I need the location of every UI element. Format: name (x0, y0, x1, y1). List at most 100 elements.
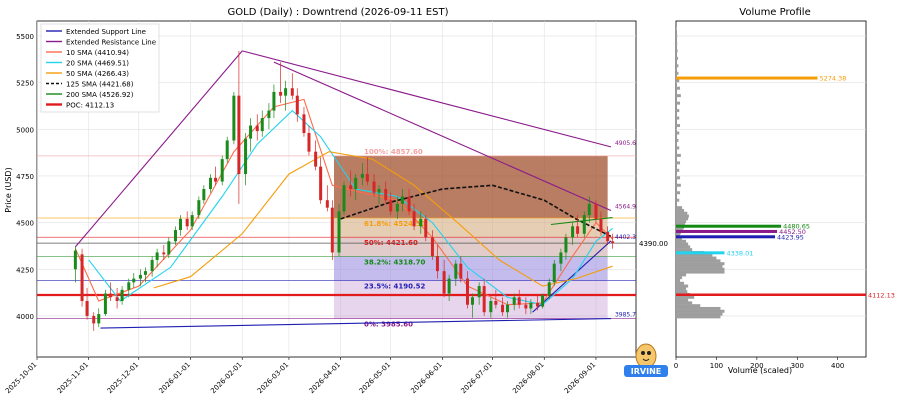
sma-125-line (340, 184, 613, 238)
legend-entry: Extended Resistance Line (66, 39, 156, 47)
candle-body (267, 110, 271, 119)
legend-entry: 20 SMA (4469.51) (66, 60, 129, 68)
x-tick-label: 2026-05-01 (358, 361, 392, 395)
candle-body (594, 203, 598, 219)
y-tick-label: 4000 (16, 313, 34, 321)
candle-body (395, 203, 399, 212)
candle-body (372, 181, 376, 193)
volume-bar (676, 309, 725, 313)
fib-level-label: 23.5%: 4190.52 (364, 282, 426, 290)
candle-body (529, 302, 533, 309)
candle-body (249, 125, 253, 139)
volume-bar (676, 176, 681, 180)
x-tick-label: 2025-10-01 (4, 361, 38, 395)
candle-body (412, 211, 416, 227)
volume-bar (676, 183, 681, 187)
volume-bar (676, 256, 717, 260)
volume-highlight-bar (676, 229, 778, 233)
volume-bar (676, 116, 680, 120)
volume-bar (676, 109, 680, 113)
vp-x-tick-label: 200 (750, 362, 763, 370)
fib-zone (333, 218, 608, 238)
x-tick-label: 2026-08-01 (511, 361, 545, 395)
fib-zone (333, 256, 608, 281)
volume-bar (676, 239, 687, 243)
volume-highlight-bar (676, 293, 866, 297)
candle-body (325, 200, 329, 208)
volume-bar (676, 276, 683, 280)
volume-bar (676, 56, 679, 60)
x-tick-label: 2025-12-01 (106, 361, 140, 395)
y-tick-label: 5000 (16, 126, 34, 134)
candle-body (290, 88, 294, 96)
candle-body (167, 241, 171, 255)
candle-body (559, 252, 563, 264)
candle-body (349, 185, 353, 189)
volume-bar (676, 298, 689, 302)
candle-body (354, 177, 358, 189)
legend-box (40, 23, 160, 113)
volume-bar (676, 94, 681, 98)
candle-body (517, 297, 521, 305)
vp-x-tick-label: 100 (710, 362, 723, 370)
fib-level-label: 61.8%: 4524.50 (364, 220, 426, 228)
candle-body (190, 215, 194, 227)
candle-body (178, 218, 182, 231)
candle-body (173, 230, 177, 242)
candle-body (524, 304, 528, 309)
legend-entry: 125 SMA (4421.68) (66, 81, 134, 89)
trendline-value-label: 4402.38 (615, 234, 640, 241)
candle-body (132, 278, 136, 283)
volume-highlight-bar (676, 224, 782, 228)
y-tick-label: 4500 (16, 220, 34, 228)
candle-body (138, 274, 142, 279)
volume-bar (676, 208, 685, 212)
candle-body (424, 218, 428, 238)
x-tick-label: 2026-03-01 (256, 361, 290, 395)
candle-body (465, 278, 469, 305)
volume-bar (676, 236, 683, 240)
y-axis-label: Price (USD) (4, 167, 13, 212)
vp-x-tick-label: 300 (791, 362, 804, 370)
candle-body (571, 226, 575, 238)
candle-body (541, 295, 545, 307)
candle-body (337, 211, 341, 253)
vp-clip-group (676, 26, 866, 319)
trend-line-resistance-entry (74, 50, 243, 248)
candle-body (80, 254, 84, 301)
candle-body (400, 196, 404, 204)
volume-bar (676, 86, 681, 90)
candle-body (185, 218, 189, 227)
volume-highlight-label: 4338.01 (727, 249, 754, 257)
candle-body (85, 301, 89, 316)
y-tick-label: 5250 (16, 80, 34, 88)
candle-body (330, 207, 334, 253)
fib-zone (333, 237, 608, 257)
candle-body (92, 315, 96, 324)
trend-line-resistance-upper (242, 50, 612, 148)
candle-body (365, 174, 369, 182)
volume-bar (676, 131, 680, 135)
volume-bar (676, 64, 679, 68)
candle-body (150, 259, 154, 272)
last-price-label: 4390.00 (639, 240, 668, 248)
volume-highlight-label: 4452.50 (779, 228, 806, 236)
candle-body (120, 289, 124, 301)
x-tick-label: 2026-01-01 (157, 361, 191, 395)
candle-body (260, 118, 264, 132)
volume-bar (676, 49, 678, 53)
volume-bar (676, 191, 681, 195)
candle-body (279, 91, 283, 96)
volume-bar (676, 220, 687, 224)
candle-body (255, 125, 259, 132)
volume-bar (676, 267, 725, 271)
fib-level-label: 0%: 3985.60 (364, 321, 413, 329)
volume-bar (676, 198, 680, 202)
volume-highlight-label: 5274.38 (819, 75, 846, 83)
legend-entry: 50 SMA (4266.43) (66, 70, 129, 78)
volume-bar (676, 101, 681, 105)
legend-entry: 200 SMA (4526.92) (66, 91, 134, 99)
volume-bar (676, 217, 689, 221)
candle-body (430, 237, 434, 257)
